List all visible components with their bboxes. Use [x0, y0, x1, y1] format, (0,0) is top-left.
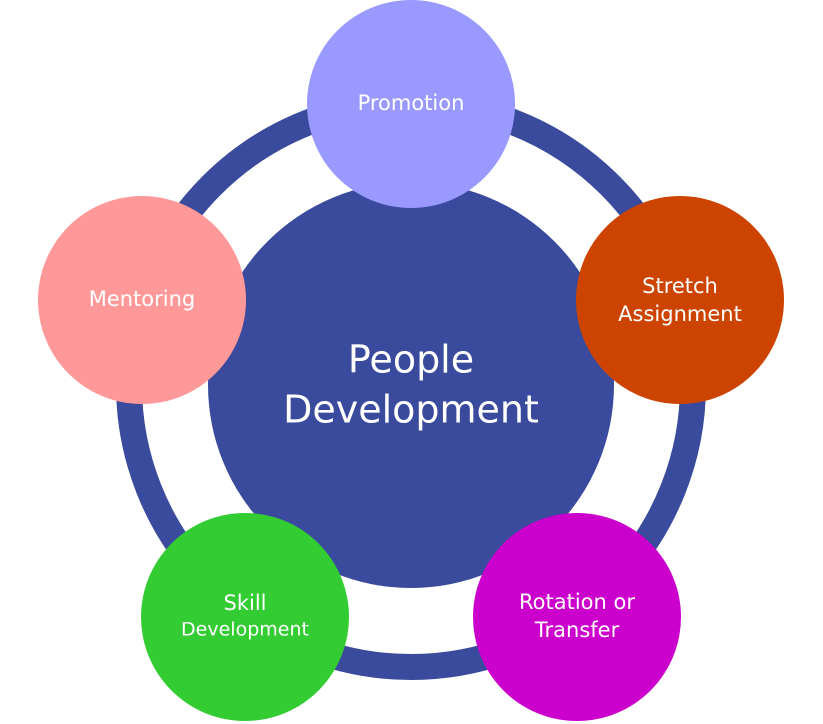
node-stretch-assignment-circle: [576, 196, 784, 404]
node-skill-development-label-line-1: Skill: [224, 591, 267, 615]
node-promotion-label: Promotion: [358, 91, 465, 115]
center-label-line-1: People: [348, 338, 474, 382]
node-skill-development: Skill Development: [141, 513, 349, 721]
node-rotation-or-transfer-circle: [473, 513, 681, 721]
node-rotation-or-transfer: Rotation or Transfer: [473, 513, 681, 721]
node-rotation-or-transfer-label-line-1: Rotation or: [519, 590, 635, 614]
node-mentoring-circle: [38, 196, 246, 404]
node-stretch-assignment-label-line-2: Assignment: [618, 302, 742, 326]
center-circle: [208, 182, 614, 588]
node-skill-development-circle: [141, 513, 349, 721]
node-promotion: Promotion: [307, 0, 515, 208]
node-stretch-assignment-label-line-1: Stretch: [642, 274, 718, 298]
center-label-line-2: Development: [283, 388, 539, 432]
node-skill-development-label-line-2: Development: [181, 619, 309, 641]
node-mentoring-label: Mentoring: [89, 287, 196, 311]
node-rotation-or-transfer-label-line-2: Transfer: [534, 618, 620, 642]
node-stretch-assignment: Stretch Assignment: [576, 196, 784, 404]
node-promotion-circle: [307, 0, 515, 208]
center-hub: People Development: [208, 182, 614, 588]
node-mentoring: Mentoring: [38, 196, 246, 404]
